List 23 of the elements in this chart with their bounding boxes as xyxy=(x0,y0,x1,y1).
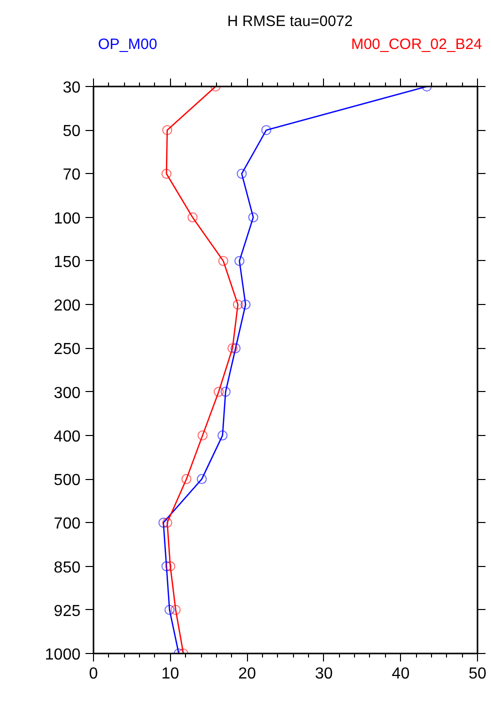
text: M00_COR_02_B24 xyxy=(351,35,482,55)
y-tick-label: 925 xyxy=(54,602,81,620)
x-tick-label: 50 xyxy=(468,666,486,682)
chart-title: H RMSE tau=0072 xyxy=(226,12,354,32)
y-tick-label: 1000 xyxy=(44,646,81,664)
y-tick-label: 700 xyxy=(54,516,81,533)
y-tick-label: 100 xyxy=(54,210,81,228)
y-tick-label: 70 xyxy=(62,166,81,184)
y-tick-label: 250 xyxy=(54,341,81,358)
y-tick-label: 200 xyxy=(54,298,81,315)
y-tick-label: 850 xyxy=(54,559,81,576)
x-tick-label: 20 xyxy=(238,666,256,682)
y-tick-label: 500 xyxy=(54,472,81,490)
x-tick-label: 0 xyxy=(89,666,98,682)
x-tick-label: 40 xyxy=(392,666,410,682)
y-tick-label: 400 xyxy=(54,428,81,446)
y-tick-label: 30 xyxy=(62,80,81,96)
y-tick-label: 150 xyxy=(54,254,81,271)
text: OP_M00 xyxy=(98,35,158,55)
y-tick-label: 300 xyxy=(54,384,81,402)
y-tick-label: 50 xyxy=(62,123,81,140)
x-tick-label: 10 xyxy=(161,666,180,682)
x-tick-label: 30 xyxy=(315,666,333,682)
